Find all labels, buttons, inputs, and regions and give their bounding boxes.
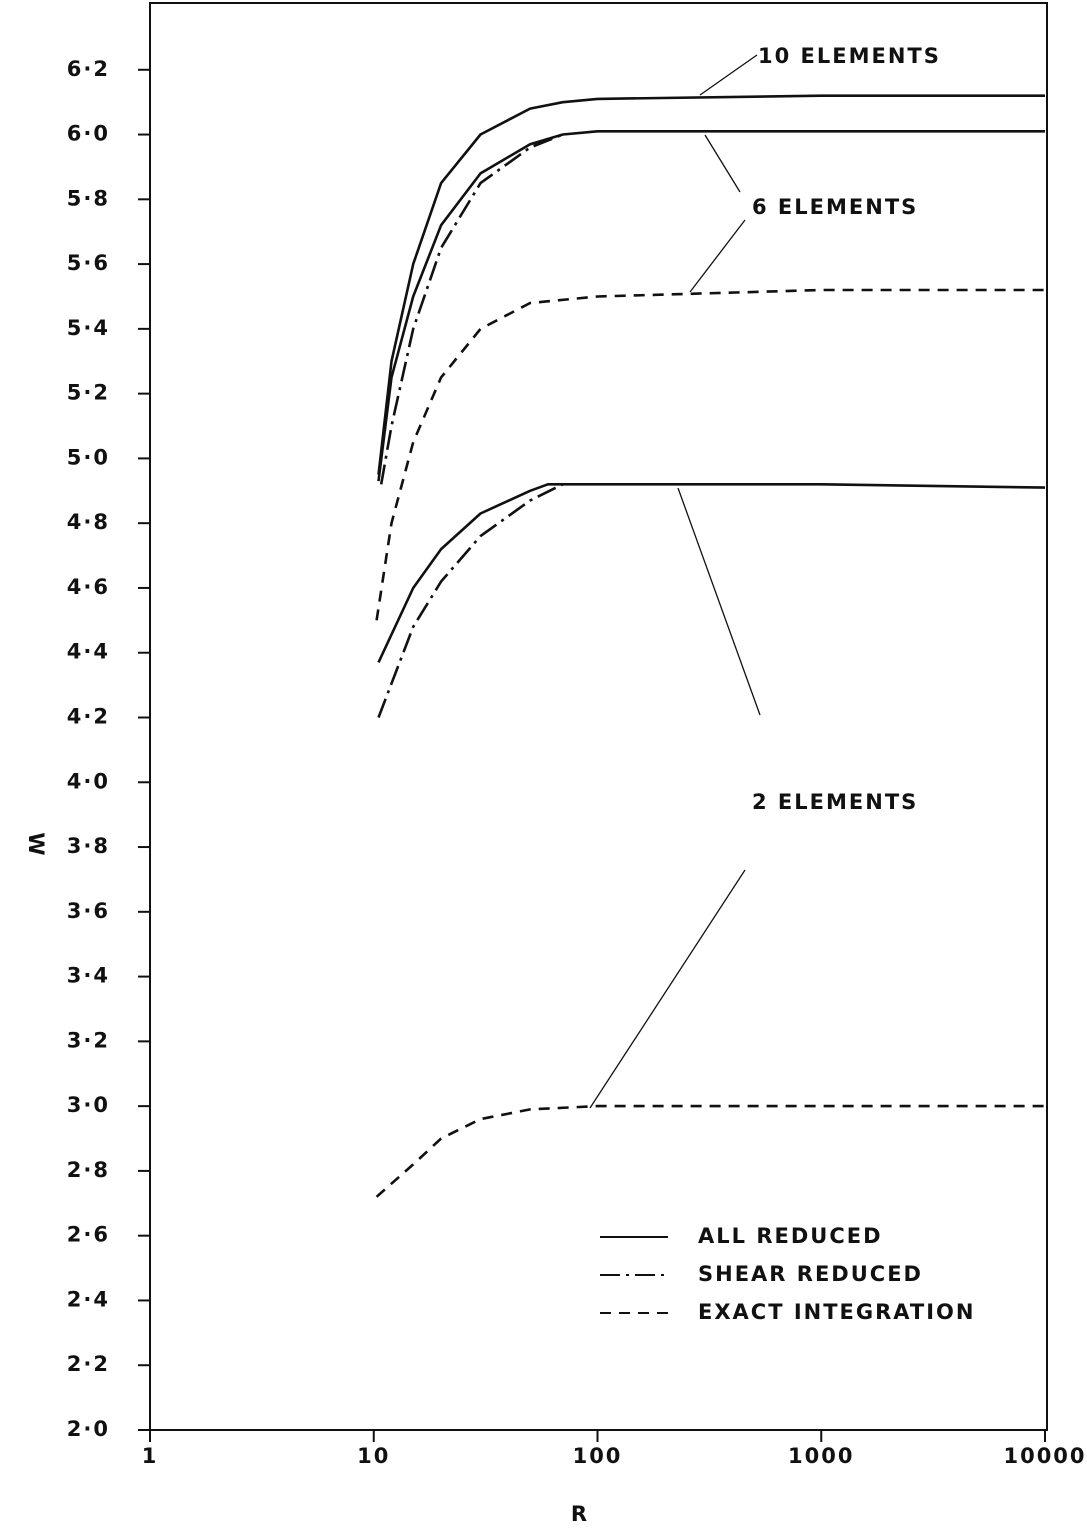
y-tick-label: 3·2 (67, 1028, 110, 1052)
y-tick-label: 4·8 (67, 510, 110, 534)
y-tick-label: 3·8 (67, 834, 110, 858)
series-line (377, 482, 1046, 663)
legend-label: ALL REDUCED (698, 1224, 883, 1248)
annotation: 10 ELEMENTS (758, 44, 941, 68)
y-tick-label: 5·6 (67, 251, 110, 275)
y-tick-label: 6·2 (67, 57, 110, 81)
x-axis-label: R (571, 1502, 589, 1526)
y-tick-label: 2·6 (67, 1223, 110, 1247)
annotation: 2 ELEMENTS (752, 790, 918, 814)
y-tick-label: 5·0 (67, 445, 110, 469)
x-tick-label: 10000 (1003, 1444, 1086, 1468)
y-tick-label: 3·6 (67, 899, 110, 923)
y-tick-label: 4·4 (67, 640, 110, 664)
annotation: 6 ELEMENTS (752, 195, 918, 219)
y-tick-label: 4·0 (67, 769, 110, 793)
series-line (377, 483, 564, 718)
arrow (589, 869, 746, 1109)
series-line (375, 1104, 1045, 1198)
legend-label: EXACT INTEGRATION (698, 1300, 976, 1324)
y-tick-label: 5·2 (67, 381, 110, 405)
y-tick-label: 4·6 (67, 575, 110, 599)
y-tick-label: 2·8 (67, 1158, 110, 1182)
y-axis-label: W (24, 832, 48, 857)
x-tick-label: 1 (142, 1444, 159, 1468)
y-tick-label: 6·0 (67, 122, 110, 146)
x-tick-label: 100 (573, 1444, 623, 1468)
y-tick-label: 3·4 (67, 964, 110, 988)
arrow (677, 487, 761, 716)
y-tick-label: 2·0 (67, 1417, 110, 1441)
y-tick-label: 3·0 (67, 1093, 110, 1117)
y-tick-label: 4·2 (67, 705, 110, 729)
y-tick-label: 2·2 (67, 1352, 110, 1376)
legend-label: SHEAR REDUCED (698, 1262, 923, 1286)
annotation-arrows (589, 54, 761, 1109)
x-tick-label: 1000 (788, 1444, 854, 1468)
y-tick-label: 5·4 (67, 316, 110, 340)
series-line (375, 288, 1045, 621)
series-line (377, 130, 1045, 482)
arrow (689, 219, 746, 293)
arrow (699, 54, 758, 96)
y-tick-label: 2·4 (67, 1287, 110, 1311)
series-line (377, 94, 1045, 475)
x-tick-label: 10 (357, 1444, 390, 1468)
y-tick-label: 5·8 (67, 186, 110, 210)
arrow (704, 134, 741, 193)
